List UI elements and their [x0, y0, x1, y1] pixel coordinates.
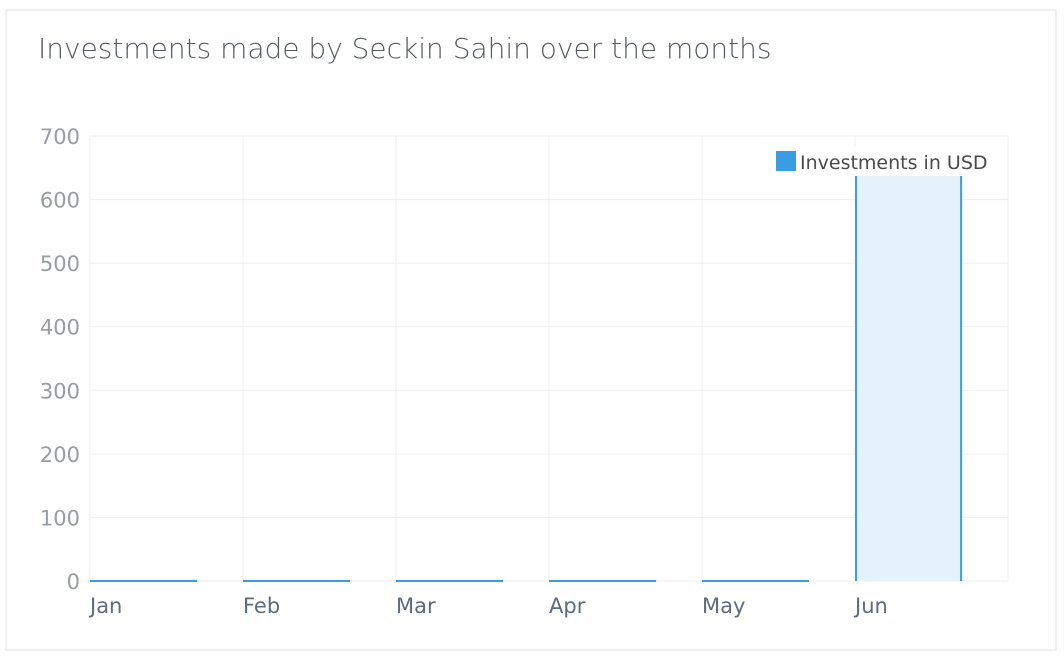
x-tick-label: Jan — [88, 594, 122, 618]
y-tick-label: 500 — [40, 252, 80, 276]
y-tick-label: 0 — [67, 570, 80, 594]
x-tick-label: May — [702, 594, 745, 618]
legend[interactable]: Investments in USD — [772, 146, 1000, 176]
x-tick-label: Mar — [396, 594, 436, 618]
bar[interactable] — [855, 166, 963, 582]
y-tick-label: 700 — [40, 125, 80, 149]
bar-fill — [855, 167, 963, 582]
y-tick-label: 300 — [40, 379, 80, 403]
y-tick-label: 200 — [40, 443, 80, 467]
y-tick-label: 400 — [40, 316, 80, 340]
x-axis-ticks: Jan Feb Mar Apr May Jun — [88, 594, 888, 618]
x-tick-label: Feb — [243, 594, 280, 618]
legend-label: Investments in USD — [800, 152, 988, 174]
bar-series — [90, 166, 963, 582]
y-axis-ticks: 0 100 200 300 400 500 600 700 — [40, 125, 80, 594]
y-tick-label: 100 — [40, 506, 80, 530]
x-tick-label: Apr — [549, 594, 586, 618]
x-tick-label: Jun — [853, 594, 888, 618]
y-tick-label: 600 — [40, 189, 80, 213]
legend-swatch — [776, 151, 796, 171]
chart-title: Investments made by Seckin Sahin over th… — [38, 32, 771, 65]
legend-background — [772, 146, 1000, 176]
